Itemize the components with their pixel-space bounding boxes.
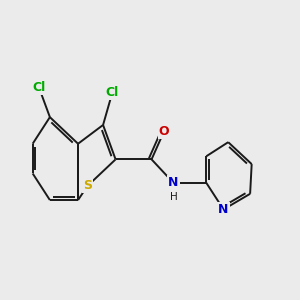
Text: Cl: Cl [106, 85, 119, 99]
Text: S: S [83, 179, 92, 193]
Text: N: N [168, 176, 179, 189]
Text: O: O [159, 125, 170, 138]
Text: H: H [169, 192, 177, 202]
Text: Cl: Cl [32, 81, 46, 94]
Text: N: N [218, 203, 229, 216]
